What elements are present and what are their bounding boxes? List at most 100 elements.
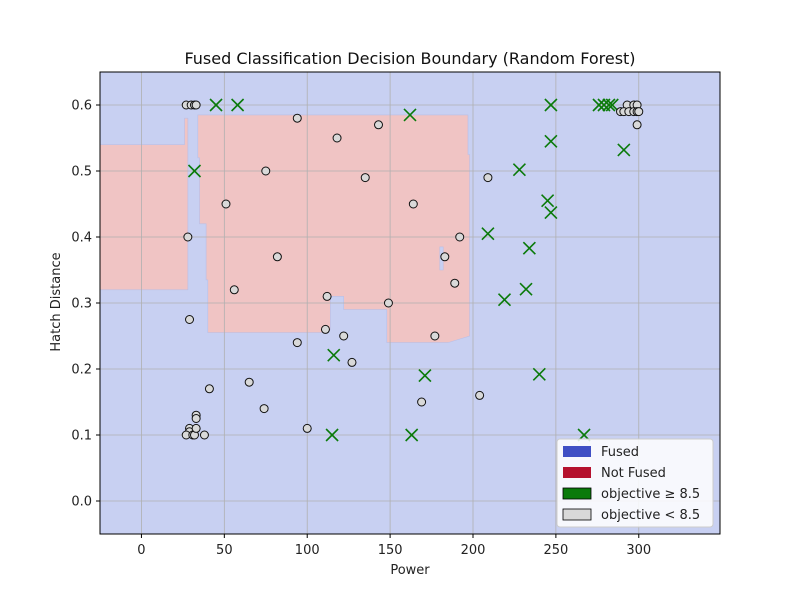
legend: Fused Not Fused objective ≥ 8.5 objective <… xyxy=(556,438,714,528)
x-marker-stroke xyxy=(325,428,339,442)
low-objective-point xyxy=(191,100,201,110)
low-objective-point xyxy=(339,331,349,341)
x-marker-stroke xyxy=(522,241,536,255)
x-marker-stroke xyxy=(209,98,223,112)
low-objective-point xyxy=(221,199,231,209)
low-objective-point xyxy=(360,173,370,183)
high-objective-point xyxy=(231,98,245,112)
low-objective-point xyxy=(332,133,342,143)
legend-label: objective < 8.5 xyxy=(601,508,700,523)
x-marker-stroke xyxy=(544,98,558,112)
low-objective-point xyxy=(430,331,440,341)
low-objective-point xyxy=(383,298,393,308)
data-points xyxy=(181,98,644,442)
x-marker-stroke xyxy=(481,227,495,241)
y-tick-label: 0.6 xyxy=(71,99,92,114)
x-marker-stroke xyxy=(497,293,512,307)
low-objective-point xyxy=(191,423,201,433)
x-tick-label: 100 xyxy=(295,543,320,558)
high-objective-point xyxy=(544,206,558,220)
low-objective-point xyxy=(475,390,485,400)
high-objective-point xyxy=(209,98,223,112)
x-marker-stroke xyxy=(544,134,558,148)
low-objective-point xyxy=(292,338,302,348)
x-marker-stroke xyxy=(605,98,619,112)
low-objective-point xyxy=(450,278,460,288)
y-tick-label: 0.3 xyxy=(71,297,92,312)
x-tick-label: 0 xyxy=(137,543,145,558)
high-objective-point xyxy=(605,98,619,112)
plot-area xyxy=(99,71,721,535)
legend-label: Not Fused xyxy=(601,466,666,481)
low-objective-point xyxy=(347,357,357,367)
x-axis-label: Power xyxy=(390,563,430,578)
y-tick-label: 0.0 xyxy=(71,495,92,510)
grid-lines xyxy=(100,72,720,534)
high-objective-point xyxy=(497,293,512,307)
low-objective-point xyxy=(261,166,271,176)
high-objective-point xyxy=(512,163,526,177)
x-marker-stroke xyxy=(512,163,526,177)
x-tick-label: 150 xyxy=(378,543,403,558)
y-tick-label: 0.4 xyxy=(71,231,92,246)
low-objective-point xyxy=(302,423,312,433)
low-objective-point xyxy=(634,107,644,117)
x-marker-stroke xyxy=(327,348,341,362)
low-objective-point xyxy=(320,324,330,334)
x-marker-stroke xyxy=(405,428,419,442)
x-marker-stroke xyxy=(592,98,606,112)
low-objective-point xyxy=(632,120,642,130)
x-marker-stroke xyxy=(602,98,616,112)
legend-swatch xyxy=(563,467,591,478)
legend-label: Fused xyxy=(601,445,639,460)
x-marker-stroke xyxy=(532,367,546,381)
high-objective-point xyxy=(541,194,555,208)
x-tick-label: 50 xyxy=(216,543,233,558)
low-objective-point xyxy=(440,252,450,262)
high-objective-point xyxy=(522,241,536,255)
low-objective-point xyxy=(244,377,254,387)
x-tick-label: 250 xyxy=(543,543,568,558)
high-objective-point xyxy=(405,428,419,442)
low-objective-point xyxy=(199,430,209,440)
low-objective-point xyxy=(455,232,465,242)
y-axis-label: Hatch Distance xyxy=(49,252,64,351)
y-tick-label: 0.1 xyxy=(71,429,92,444)
low-objective-point xyxy=(191,414,201,423)
high-objective-point xyxy=(519,282,533,296)
high-objective-point xyxy=(187,164,202,178)
legend-label: objective ≥ 8.5 xyxy=(601,487,700,502)
legend-box xyxy=(556,438,714,528)
x-marker-stroke xyxy=(187,164,202,178)
high-objective-point xyxy=(403,108,417,122)
low-objective-point xyxy=(259,404,269,414)
high-objective-point xyxy=(592,98,606,112)
legend-swatch xyxy=(562,508,592,521)
y-axis-ticks: 0.0 0.1 0.2 0.3 0.4 0.5 0.6 xyxy=(71,99,100,510)
x-tick-label: 200 xyxy=(461,543,486,558)
low-objective-point xyxy=(185,315,195,324)
high-objective-point xyxy=(418,369,432,383)
low-objective-point xyxy=(408,199,418,209)
x-marker-stroke xyxy=(231,98,245,112)
x-marker-stroke xyxy=(617,143,631,157)
high-objective-point xyxy=(617,143,631,157)
chart-title: Fused Classification Decision Boundary (… xyxy=(184,49,635,68)
low-objective-point xyxy=(204,384,214,394)
low-objective-point xyxy=(272,252,282,262)
high-objective-point xyxy=(325,428,339,442)
x-marker-stroke xyxy=(519,282,533,296)
high-objective-point xyxy=(532,367,546,381)
low-objective-point xyxy=(417,397,427,407)
legend-swatch xyxy=(562,487,592,500)
x-marker-stroke xyxy=(403,108,417,122)
high-objective-point xyxy=(481,227,495,241)
x-axis-ticks: 0 50 100 150 200 250 300 xyxy=(137,534,651,558)
low-objective-point xyxy=(183,232,193,242)
high-objective-point xyxy=(544,98,558,112)
low-objective-point xyxy=(322,291,332,301)
not-fused-region-0 xyxy=(99,117,189,291)
high-objective-point xyxy=(602,98,616,112)
high-objective-point xyxy=(327,348,341,362)
